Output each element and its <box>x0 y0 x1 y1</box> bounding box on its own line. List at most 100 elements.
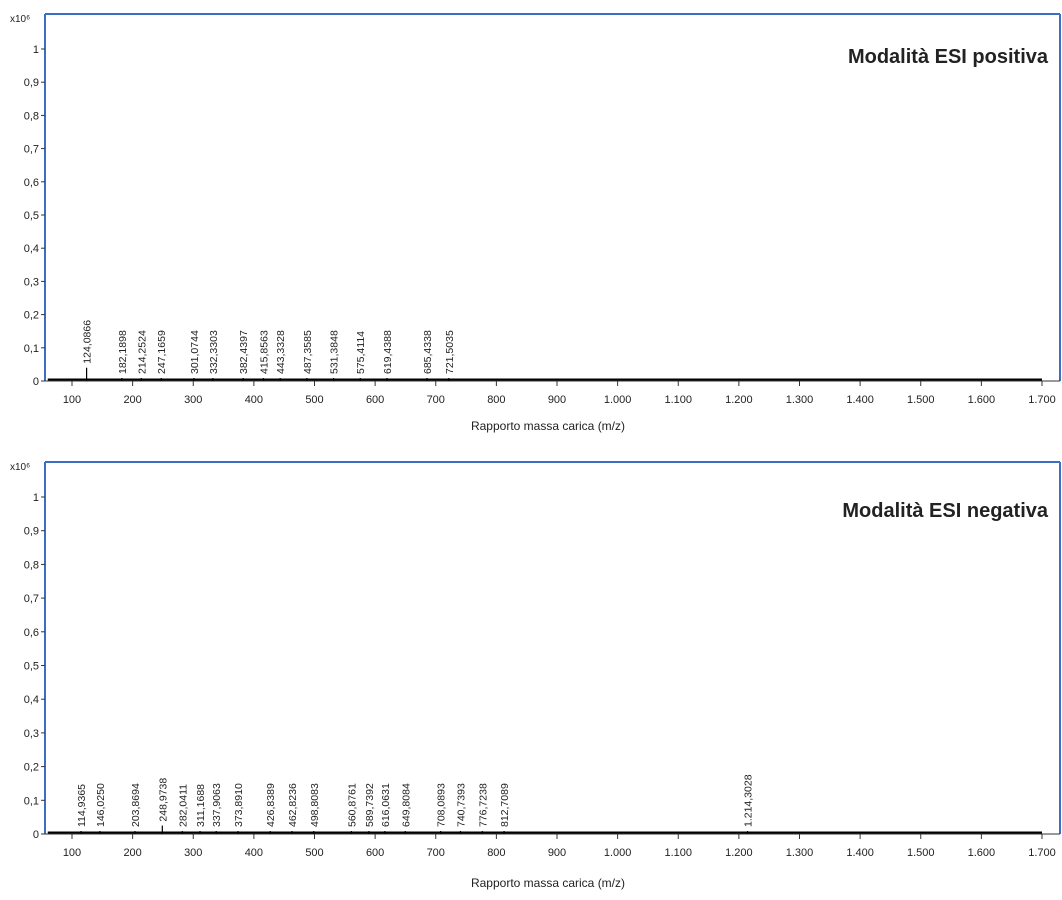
y-tick-label: 0,8 <box>24 110 39 122</box>
x-tick-label: 300 <box>184 394 202 406</box>
x-axis-label: Rapporto massa carica (m/z) <box>471 419 625 433</box>
y-tick-label: 0,6 <box>24 177 39 189</box>
spectrum-panel-1: x10⁶ 0 0,1 0,2 0,3 0,4 0,5 0,6 0,7 0,8 0,9 1 100 200 3… <box>10 13 1061 433</box>
x-tick-label: 1.500 <box>907 394 935 406</box>
peak-label: 415,8563 <box>258 330 270 374</box>
peak-label: 114,9365 <box>76 784 88 827</box>
peak-label: 721,5035 <box>444 330 456 374</box>
x-tick-label: 700 <box>427 394 445 406</box>
x-tick-label: 1.700 <box>1028 394 1056 406</box>
peak-label: 575,4114 <box>355 331 367 374</box>
baseline-noise <box>47 378 1042 381</box>
x-tick-label: 200 <box>123 394 141 406</box>
x-tick-label: 800 <box>487 394 505 406</box>
x-tick-label: 1.400 <box>846 847 874 859</box>
x-tick-label: 1.300 <box>786 847 814 859</box>
x-tick-label: 600 <box>366 394 384 406</box>
x-tick-label: 900 <box>548 394 566 406</box>
y-tick-label: 0,9 <box>24 526 39 538</box>
x-tick-label: 200 <box>123 847 141 859</box>
peak-label: 301,0744 <box>189 330 201 374</box>
y-multiplier-label: x10⁶ <box>10 14 30 25</box>
x-tick-label: 700 <box>427 847 445 859</box>
peak-label: 337,9063 <box>211 783 223 827</box>
x-tick-label: 800 <box>487 847 505 859</box>
y-tick-label: 0,1 <box>24 795 39 807</box>
peak-label: 616,0631 <box>380 783 392 827</box>
x-tick-label: 100 <box>63 394 81 406</box>
peak-label: 776,7238 <box>477 783 489 827</box>
y-tick-label: 1 <box>33 492 39 504</box>
peak-label: 203,8694 <box>130 783 142 827</box>
y-tick-label: 0 <box>33 376 39 388</box>
x-tick-label: 500 <box>305 847 323 859</box>
chart-title: Modalità ESI negativa <box>842 500 1048 522</box>
y-tick-label: 0,4 <box>24 243 39 255</box>
peak-label: 462,8236 <box>287 783 299 827</box>
x-tick-label: 1.400 <box>846 394 874 406</box>
x-tick-label: 1.200 <box>725 394 753 406</box>
peak-label: 708,0893 <box>436 783 448 827</box>
peak-label: 531,3848 <box>329 330 341 374</box>
x-tick-label: 500 <box>305 394 323 406</box>
x-tick-label: 1.100 <box>664 394 692 406</box>
x-tick-label: 1.500 <box>907 847 935 859</box>
peak-label: 311,1688 <box>195 784 207 827</box>
peak-label: 487,3585 <box>302 330 314 374</box>
x-tick-label: 1.000 <box>604 394 632 406</box>
x-tick-label: 1.700 <box>1028 847 1056 859</box>
peak-label: 619,4388 <box>382 330 394 374</box>
x-tick-label: 300 <box>184 847 202 859</box>
y-tick-label: 0,3 <box>24 276 39 288</box>
peak-label: 146,0250 <box>95 783 107 827</box>
x-tick-label: 1.000 <box>604 847 632 859</box>
peak-label: 498,8083 <box>309 783 321 827</box>
peak-label: 426,8389 <box>265 783 277 827</box>
x-tick-label: 400 <box>245 847 263 859</box>
peak-label: 560,8761 <box>346 783 358 827</box>
x-tick-label: 1.100 <box>664 847 692 859</box>
peak-label: 214,2524 <box>136 330 148 374</box>
peak-label: 649,8084 <box>400 783 412 827</box>
peak-label: 282,0411 <box>177 784 189 827</box>
peak-label: 382,4397 <box>238 330 250 374</box>
peak-label: 443,3328 <box>275 330 287 374</box>
y-tick-label: 0 <box>33 829 39 841</box>
chart-title: Modalità ESI positiva <box>848 46 1049 68</box>
y-tick-label: 0,7 <box>24 144 39 156</box>
peak-label: 1.214,3028 <box>743 774 755 827</box>
x-tick-label: 1.300 <box>786 394 814 406</box>
baseline-noise <box>47 831 1042 834</box>
y-tick-label: 0,5 <box>24 661 39 673</box>
y-tick-label: 0,2 <box>24 762 39 774</box>
peak-label: 685,4338 <box>422 330 434 374</box>
y-tick-label: 0,8 <box>24 559 39 571</box>
peak-label: 124,0866 <box>82 320 94 364</box>
y-tick-label: 0,3 <box>24 728 39 740</box>
peak-label: 182,1898 <box>117 330 129 374</box>
x-tick-label: 1.600 <box>968 394 996 406</box>
peak-label: 248,9738 <box>157 778 169 822</box>
peak-label: 740,7393 <box>455 783 467 827</box>
y-tick-label: 0,9 <box>24 77 39 89</box>
peak-label: 332,3303 <box>208 330 220 374</box>
y-tick-label: 0,4 <box>24 694 39 706</box>
x-tick-label: 400 <box>245 394 263 406</box>
x-tick-label: 900 <box>548 847 566 859</box>
y-multiplier-label: x10⁶ <box>10 462 30 473</box>
y-tick-label: 0,1 <box>24 343 39 355</box>
spectrum-panel-2: x10⁶ 0 0,1 0,2 0,3 0,4 0,5 0,6 0,7 0,8 0,9 1 100 200 3… <box>10 461 1061 890</box>
y-tick-label: 1 <box>33 44 39 56</box>
y-tick-label: 0,6 <box>24 627 39 639</box>
x-tick-label: 100 <box>63 847 81 859</box>
peak-label: 812,7089 <box>499 783 511 827</box>
x-tick-label: 1.200 <box>725 847 753 859</box>
x-tick-label: 1.600 <box>968 847 996 859</box>
y-tick-label: 0,7 <box>24 593 39 605</box>
peak-label: 589,7392 <box>364 783 376 827</box>
peak-label: 247,1659 <box>156 330 168 374</box>
y-tick-label: 0,5 <box>24 210 39 222</box>
y-tick-label: 0,2 <box>24 310 39 322</box>
